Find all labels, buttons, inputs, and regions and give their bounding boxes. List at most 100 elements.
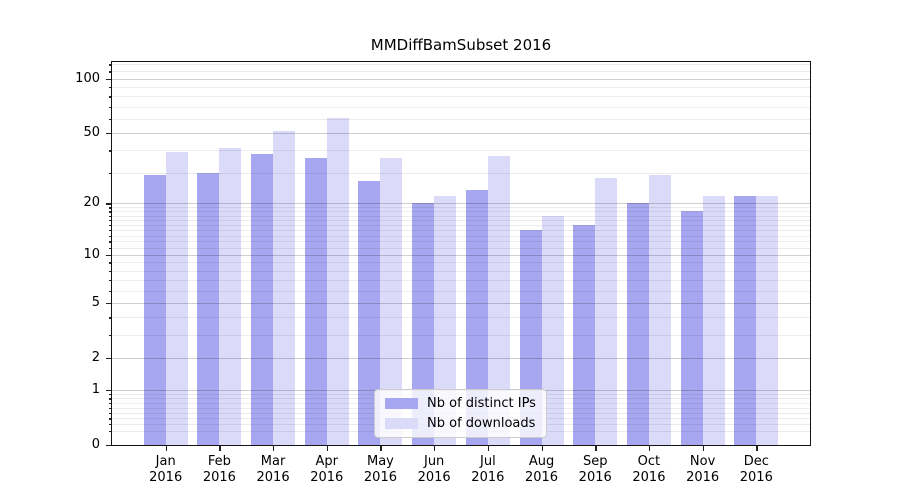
minor-gridline (112, 118, 810, 120)
major-gridline (112, 302, 810, 304)
x-tick-label-year: 2016 (149, 470, 183, 485)
x-axis: Jan 2016 Feb 2016 Mar 2016 Apr 2016 May 2016 Jun 20… (112, 445, 810, 500)
bar-apr-ips (304, 158, 327, 445)
y-tick-label: 50 (83, 125, 100, 140)
y-minor-tick (108, 402, 112, 405)
legend-label-downloads: Nb of downloads (427, 416, 536, 431)
y-minor-tick (108, 215, 112, 217)
x-tick-label: Nov 2016 (671, 454, 735, 486)
y-major-tick (106, 389, 112, 392)
bar-jun-ips (412, 203, 435, 445)
bar-jul-downloads (487, 156, 510, 445)
y-minor-tick (108, 207, 112, 209)
x-tick (326, 445, 329, 451)
x-tick-label: Oct 2016 (617, 454, 681, 486)
bar-mar-downloads (273, 131, 296, 445)
major-gridline (112, 78, 810, 80)
y-minor-tick (108, 172, 112, 174)
y-minor-tick (108, 241, 112, 243)
major-gridline (112, 357, 810, 359)
legend-row-distinct-ips: Nb of distinct IPs (385, 396, 536, 411)
y-minor-tick (108, 407, 112, 409)
minor-gridline (112, 64, 810, 66)
x-tick (541, 445, 543, 451)
x-tick-label: Dec 2016 (724, 454, 788, 486)
y-tick-label: 100 (75, 70, 100, 86)
minor-gridline (112, 334, 810, 336)
y-minor-tick (108, 334, 112, 337)
bar-jul-ips (465, 189, 488, 445)
x-tick (702, 445, 704, 451)
bar-jan-ips (143, 175, 166, 445)
x-tick-label-year: 2016 (686, 470, 720, 485)
x-tick (380, 445, 382, 451)
bar-sep-downloads (595, 177, 618, 445)
y-minor-tick (108, 430, 112, 432)
minor-gridline (112, 172, 810, 174)
y-minor-tick (108, 290, 112, 292)
y-minor-tick (108, 279, 112, 282)
x-tick (487, 445, 490, 451)
bar-may-ips (358, 180, 381, 445)
y-minor-tick (108, 247, 112, 250)
minor-gridline (112, 207, 810, 209)
y-tick-label: 20 (83, 195, 100, 211)
bar-dec-ips (734, 196, 757, 445)
y-axis: 0 1 2 5 10 20 50 100 (0, 62, 112, 452)
legend-swatch-downloads (385, 418, 418, 429)
y-minor-tick (108, 394, 112, 396)
y-minor-tick (108, 230, 112, 232)
x-tick (273, 445, 275, 451)
y-tick-label: 2 (91, 349, 100, 365)
minor-gridline (112, 150, 810, 152)
y-minor-tick (108, 317, 112, 319)
minor-gridline (112, 235, 810, 237)
chart-title: MMDiffBamSubset 2016 (370, 36, 552, 54)
bar-nov-downloads (702, 196, 725, 445)
bar-feb-ips (197, 172, 220, 445)
x-tick-label-year: 2016 (632, 470, 666, 485)
y-minor-tick (108, 270, 112, 272)
x-tick-label: Jan 2016 (134, 454, 198, 486)
minor-gridline (112, 317, 810, 319)
major-gridline (112, 203, 810, 205)
y-major-tick (106, 445, 112, 447)
minor-gridline (112, 215, 810, 217)
minor-gridline (112, 87, 810, 89)
y-minor-tick (108, 424, 112, 426)
minor-gridline (112, 230, 810, 232)
y-minor-tick (108, 211, 112, 213)
x-tick-label: Mar 2016 (241, 454, 305, 486)
y-tick-label: 0 (91, 437, 100, 452)
bar-dec-downloads (756, 196, 779, 445)
x-tick-label-year: 2016 (739, 470, 773, 485)
x-tick-label: Aug 2016 (510, 454, 574, 486)
major-gridline (112, 133, 810, 134)
y-tick-label: 5 (91, 294, 100, 310)
y-minor-tick (108, 224, 112, 227)
x-tick-label: May 2016 (348, 454, 412, 486)
minor-gridline (112, 96, 810, 98)
y-minor-tick (108, 71, 112, 73)
x-tick-label: Sep 2016 (563, 454, 627, 486)
minor-gridline (112, 279, 810, 281)
major-gridline (112, 254, 810, 256)
bar-sep-ips (573, 225, 596, 445)
bar-oct-ips (626, 203, 649, 445)
y-minor-tick (108, 412, 112, 415)
x-tick-label: Jun 2016 (402, 454, 466, 486)
bar-jan-downloads (165, 152, 188, 445)
minor-gridline (112, 211, 810, 213)
bar-may-downloads (380, 158, 403, 445)
bar-apr-downloads (326, 117, 349, 445)
bar-aug-downloads (541, 215, 564, 445)
bar-nov-ips (680, 211, 703, 445)
y-major-tick (106, 302, 112, 305)
y-major-tick (106, 78, 112, 81)
x-tick (219, 445, 221, 451)
x-tick-label-year: 2016 (202, 470, 236, 485)
y-minor-tick (108, 220, 112, 222)
y-tick-label: 1 (91, 381, 100, 397)
x-tick-label-year: 2016 (310, 470, 344, 485)
